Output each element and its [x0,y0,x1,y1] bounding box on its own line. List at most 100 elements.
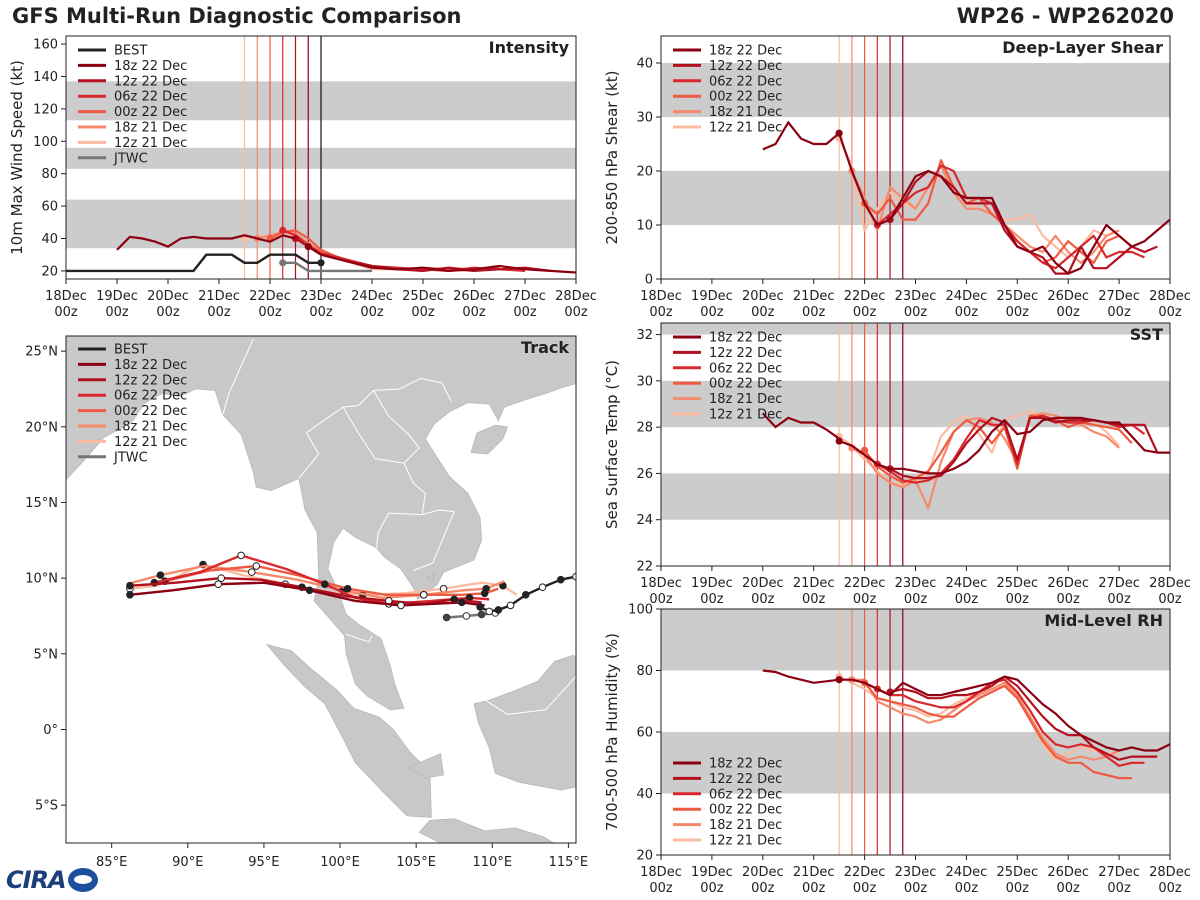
x-tick-label: 21Dec [793,865,835,880]
map-group [66,336,576,843]
x-tick-label: 00z [649,881,673,896]
x-tick-label: 28Dec [555,289,597,304]
x-tick-label: 26Dec [1047,576,1089,591]
x-tick-label: 00z [207,305,231,320]
landmass [473,654,576,791]
y-tick-label: 32 [636,328,653,343]
series-line [851,678,1120,761]
y-tick-label: 24 [636,513,653,528]
legend-label: JTWC [113,151,148,166]
landmass [418,818,555,843]
y-tick-label: 80 [41,167,58,182]
jtwc-position-marker [442,613,451,622]
country-border [345,633,373,643]
globe-icon [67,868,98,892]
x-tick-label: 27Dec [504,289,546,304]
lon-tick-label: 105°E [396,855,436,870]
x-tick-label: 00z [1057,305,1081,320]
legend-label: 12z 21 Dec [709,834,782,849]
series-group [762,120,1170,275]
series-line [838,132,1170,275]
x-tick-label: 00z [1107,881,1131,896]
x-tick-label: 00z [751,305,775,320]
early-run-line [762,120,840,151]
country-border [485,676,576,715]
x-tick-label: 18Dec [640,576,682,591]
panel-sst: 22242628303218Dec00z19Dec00z20Dec00z21De… [603,322,1191,607]
x-tick-label: 27Dec [1098,865,1140,880]
y-tick-label: 20 [636,165,653,180]
x-tick-label: 21Dec [198,289,240,304]
legend-label: 12z 21 Dec [709,408,782,423]
x-tick-label: 23Dec [895,865,937,880]
series-group [66,226,576,274]
best-position-marker [485,607,494,616]
forecast-track [129,576,482,606]
x-tick-label: 19Dec [691,289,733,304]
x-tick-label: 00z [853,592,877,607]
series-init-marker [835,437,843,445]
best-position-marker [521,590,530,599]
cira-logo-text: CIRA [6,866,67,894]
x-tick-label: 24Dec [351,289,393,304]
x-tick-label: 00z [1158,592,1182,607]
x-tick-label: 00z [258,305,282,320]
best-position-marker [494,606,503,614]
lon-tick-label: 115°E [549,855,589,870]
y-tick-label: 40 [41,232,58,247]
x-tick-label: 25Dec [996,289,1038,304]
legend-label: 12z 21 Dec [114,136,187,151]
track-position-marker [419,590,428,599]
y-tick-label: 0 [645,273,653,288]
landmass [407,753,445,779]
panel-rh: 2040608010018Dec00z19Dec00z20Dec00z21Dec… [603,603,1191,897]
series-line [838,416,1170,475]
x-tick-label: 18Dec [640,289,682,304]
series-group [762,669,1170,780]
x-tick-label: 26Dec [453,289,495,304]
threshold-band [661,323,1170,335]
figure-title: GFS Multi-Run Diagnostic Comparison [12,4,462,28]
legend-label: 00z 22 Dec [709,90,782,105]
panel-intensity: 2040608010012014016018Dec00z19Dec00z20De… [8,35,597,320]
x-tick-label: 28Dec [1149,865,1191,880]
y-tick-label: 60 [636,726,653,741]
x-tick-label: 00z [853,881,877,896]
threshold-band [661,63,1170,117]
y-tick-label: 40 [636,57,653,72]
series-init-marker [835,676,843,684]
legend-label: 06z 22 Dec [114,389,187,404]
legend-label: 06z 22 Dec [709,361,782,376]
lat-tick-label: 10°N [25,572,58,587]
x-tick-label: 00z [360,305,384,320]
legend-label: 18z 21 Dec [709,392,782,407]
legend-label: BEST [114,44,147,59]
best-marker [317,259,325,267]
legend-label: 00z 22 Dec [114,105,187,120]
legend-label: 18z 21 Dec [114,420,187,435]
series-init-marker [279,226,287,234]
legend-label: 18z 21 Dec [709,105,782,120]
x-tick-label: 00z [955,881,979,896]
x-tick-label: 23Dec [300,289,342,304]
best-position-marker [572,572,576,581]
x-tick-label: 00z [1158,881,1182,896]
track-position-marker [321,580,329,589]
y-tick-label: 120 [33,102,58,117]
country-border [373,390,420,464]
track-position-marker [480,589,489,598]
y-tick-label: 22 [636,560,653,575]
x-tick-label: 00z [904,592,928,607]
x-tick-label: 00z [1006,592,1030,607]
x-tick-label: 23Dec [895,289,937,304]
x-tick-label: 19Dec [96,289,138,304]
x-tick-label: 00z [1006,305,1030,320]
x-tick-label: 00z [1057,592,1081,607]
forecast-track [164,564,499,596]
cira-logo: CIRA [6,866,98,894]
series-line [889,416,1159,480]
lon-tick-label: 95°E [248,855,279,870]
legend-label: 06z 22 Dec [114,90,187,105]
x-tick-label: 28Dec [1149,576,1191,591]
